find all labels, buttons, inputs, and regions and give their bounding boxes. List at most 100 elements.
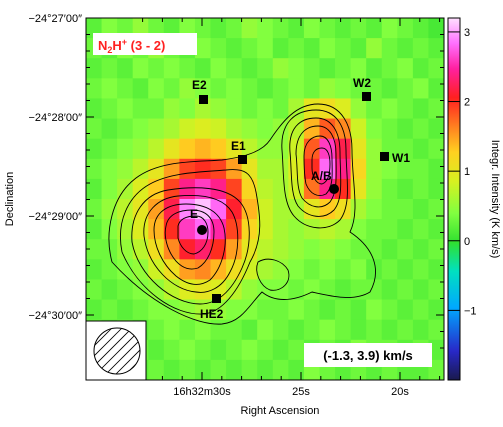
map-pixel [319,319,336,341]
map-pixel [303,239,321,260]
map-pixel [148,98,165,120]
map-pixel [226,339,243,361]
map-pixel [303,178,321,200]
map-pixel [210,319,227,341]
map-pixel [319,38,336,59]
map-pixel [148,78,165,100]
map-pixel [428,359,444,380]
map-pixel [366,58,383,79]
map-pixel [148,158,165,180]
map-pixel [303,259,321,281]
source-label-ab: A/B [311,169,332,183]
map-pixel [132,239,149,260]
map-pixel [319,299,336,321]
map-pixel [148,118,165,140]
map-pixel [397,58,414,79]
map-pixel [86,199,103,220]
map-pixel [319,239,336,260]
map-pixel [210,158,227,180]
map-pixel [257,199,274,220]
map-pixel [194,239,212,260]
map-pixel [194,78,212,100]
map-pixel [163,98,180,120]
map-pixel [381,38,398,59]
map-pixel [257,219,274,240]
map-pixel [226,319,243,341]
map-pixel [303,279,321,301]
map-pixel [335,138,352,160]
map-pixel [241,118,258,140]
map-pixel [241,58,258,79]
map-pixel [288,219,305,240]
map-pixel [86,78,103,100]
map-pixel [288,299,305,321]
map-pixel [132,158,149,180]
map-pixel [350,38,367,59]
map-pixel [132,259,149,281]
map-pixel [350,158,367,180]
map-pixel [428,58,444,79]
source-label-w1: W1 [392,151,410,165]
map-pixel [257,178,274,200]
map-pixel [272,58,289,79]
map-pixel [257,239,274,260]
map-pixel [117,299,134,321]
map-pixel [257,259,274,281]
x-tick-labels: 16h32m30s 25s 20s [173,386,409,398]
contour-line [281,109,348,229]
map-pixel [163,319,180,341]
map-pixel [272,138,289,160]
map-pixel [272,279,289,301]
map-pixel [272,178,289,200]
map-pixel [257,58,274,79]
map-pixel [210,138,227,160]
map-pixel [210,339,227,361]
map-pixel [226,138,243,160]
map-pixel [117,98,134,120]
map-pixel [163,239,180,260]
chart-title: N2H+ (3 - 2) [93,33,197,55]
map-pixel [179,158,196,180]
map-pixel [366,158,383,180]
map-pixel [412,138,430,160]
map-pixel [132,279,149,301]
map-pixel [381,158,398,180]
contour-line [295,125,337,208]
beam-ellipse [93,327,141,375]
map-pixel [241,359,258,380]
map-pixel [272,359,289,380]
map-pixel [257,339,274,361]
map-pixel [303,98,321,120]
map-pixel [335,199,352,220]
map-pixel [272,299,289,321]
map-pixel [381,98,398,120]
map-pixel [335,319,352,341]
map-pixel [257,118,274,140]
map-pixel [194,58,212,79]
colorbar-tick-label: 3 [464,27,470,39]
map-pixel [366,279,383,301]
map-pixel [194,18,212,39]
map-pixel [412,299,430,321]
y-axis-label: Declination [4,172,16,226]
map-pixel [257,98,274,120]
map-pixel [132,299,149,321]
map-pixel [148,279,165,301]
map-pixel [163,58,180,79]
map-pixel [412,199,430,220]
map-pixel [117,259,134,281]
map-pixel [381,58,398,79]
map-pixel [241,38,258,59]
map-pixel [86,279,103,301]
map-pixel [350,178,367,200]
map-pixel [428,319,444,341]
map-pixel [101,118,118,140]
map-pixel [335,239,352,260]
map-pixel [381,78,398,100]
map-pixel [335,279,352,301]
map-pixel [86,118,103,140]
contour-line [311,147,331,185]
map-pixel [163,339,180,361]
map-pixel [397,259,414,281]
map-pixel [117,78,134,100]
